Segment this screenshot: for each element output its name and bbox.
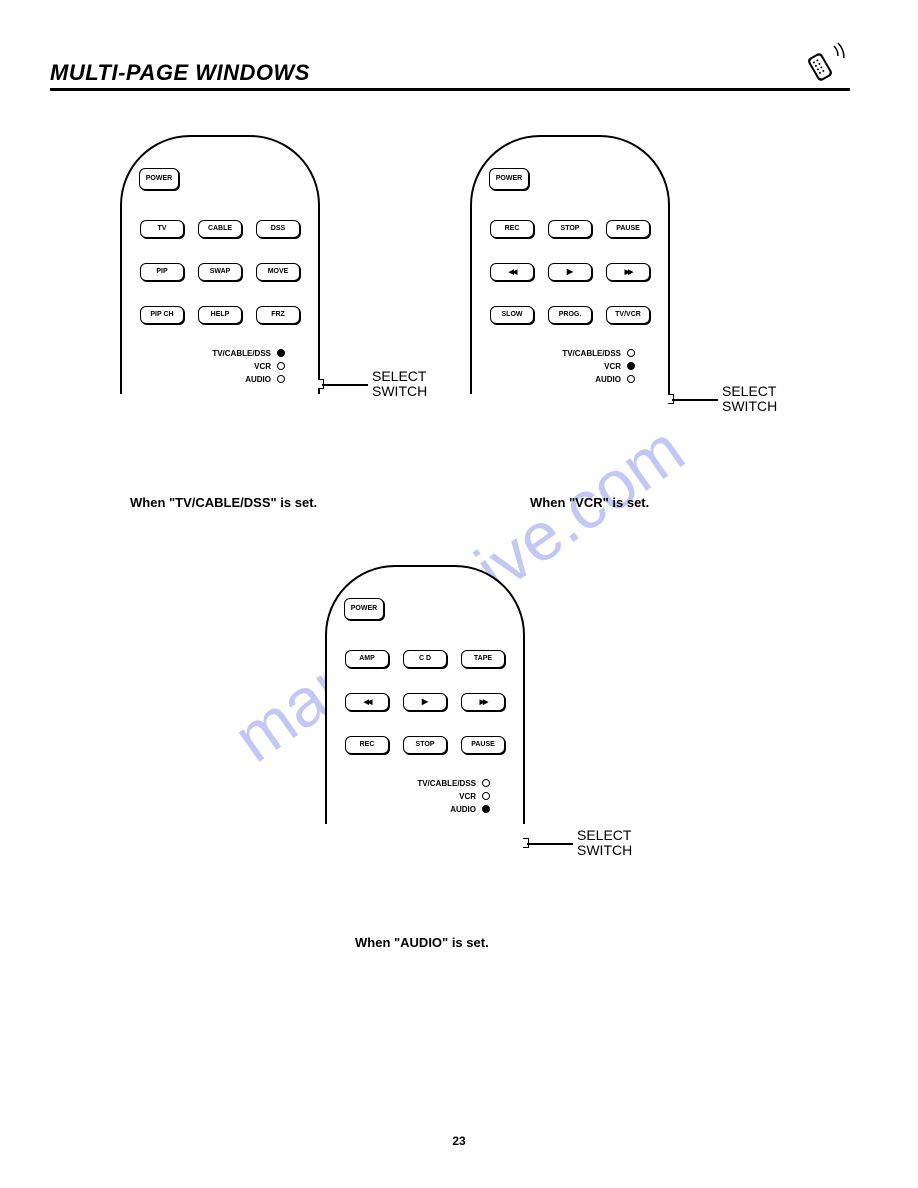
rec-button[interactable]: REC — [345, 736, 389, 754]
button-row — [487, 263, 653, 281]
indicator-row: VCR — [342, 792, 508, 801]
indicator-row: AUDIO — [342, 805, 508, 814]
tv-vcr-button[interactable]: TV/VCR — [606, 306, 650, 324]
button-row: SLOW PROG. TV/VCR — [487, 306, 653, 324]
rw-icon — [509, 268, 516, 276]
rw-button[interactable] — [490, 263, 534, 281]
button-row: REC STOP PAUSE — [342, 736, 508, 754]
switch-callout-line — [322, 384, 368, 386]
slow-button[interactable]: SLOW — [490, 306, 534, 324]
pause-button[interactable]: PAUSE — [461, 736, 505, 754]
indicator-row: TV/CABLE/DSS — [342, 779, 508, 788]
indicator-label: AUDIO — [450, 805, 476, 814]
stop-button[interactable]: STOP — [548, 220, 592, 238]
prog--button[interactable]: PROG. — [548, 306, 592, 324]
ff-icon — [625, 268, 632, 276]
play-icon — [422, 697, 428, 706]
indicator-row: AUDIO — [487, 375, 653, 384]
indicator-row: AUDIO — [137, 375, 303, 384]
dss-button[interactable]: DSS — [256, 220, 300, 238]
indicator-dot — [277, 349, 285, 357]
play-button[interactable] — [403, 693, 447, 711]
indicator-label: TV/CABLE/DSS — [417, 779, 476, 788]
indicator-label: TV/CABLE/DSS — [212, 349, 271, 358]
play-button[interactable] — [548, 263, 592, 281]
page-number: 23 — [452, 1134, 465, 1148]
button-row — [342, 693, 508, 711]
indicator-dot — [627, 349, 635, 357]
move-button[interactable]: MOVE — [256, 263, 300, 281]
indicator-dot — [482, 805, 490, 813]
indicator-dot — [482, 792, 490, 800]
select-switch-label: SELECT SWITCH — [577, 828, 632, 859]
indicator-label: AUDIO — [245, 375, 271, 384]
indicator-dot — [627, 362, 635, 370]
c-d-button[interactable]: C D — [403, 650, 447, 668]
button-row: PIP SWAP MOVE — [137, 263, 303, 281]
pip-ch-button[interactable]: PIP CH — [140, 306, 184, 324]
indicator-dot — [277, 375, 285, 383]
power-button[interactable]: POWER — [344, 598, 384, 620]
indicator-label: TV/CABLE/DSS — [562, 349, 621, 358]
tape-button[interactable]: TAPE — [461, 650, 505, 668]
tv-button[interactable]: TV — [140, 220, 184, 238]
ff-icon — [480, 698, 487, 706]
remote-caption: When "TV/CABLE/DSS" is set. — [130, 495, 317, 510]
rw-button[interactable] — [345, 693, 389, 711]
cable-button[interactable]: CABLE — [198, 220, 242, 238]
select-switch-label: SELECT SWITCH — [722, 384, 777, 415]
indicator-row: VCR — [137, 362, 303, 371]
indicator-row: VCR — [487, 362, 653, 371]
button-row: TV CABLE DSS — [137, 220, 303, 238]
ff-button[interactable] — [461, 693, 505, 711]
indicator-label: AUDIO — [595, 375, 621, 384]
indicator-label: VCR — [459, 792, 476, 801]
swap-button[interactable]: SWAP — [198, 263, 242, 281]
button-row: PIP CH HELP FRZ — [137, 306, 303, 324]
indicator-label: VCR — [604, 362, 621, 371]
help-button[interactable]: HELP — [198, 306, 242, 324]
switch-callout-line — [527, 843, 573, 845]
select-switch-label: SELECT SWITCH — [372, 369, 427, 400]
amp-button[interactable]: AMP — [345, 650, 389, 668]
rw-icon — [364, 698, 371, 706]
remote-caption: When "VCR" is set. — [530, 495, 649, 510]
remote-tv: POWER TV CABLE DSS PIP SWAP MOVE PIP CH HELP FRZ T… — [120, 135, 320, 394]
indicator-dot — [277, 362, 285, 370]
power-button[interactable]: POWER — [139, 168, 179, 190]
indicator-row: TV/CABLE/DSS — [487, 349, 653, 358]
heading-underline — [50, 88, 850, 91]
remote-caption: When "AUDIO" is set. — [355, 935, 489, 950]
remote-audio: POWER AMP C D TAPE REC STOP PAUSE TV/CABLE/DSS V… — [325, 565, 525, 824]
power-button[interactable]: POWER — [489, 168, 529, 190]
pause-button[interactable]: PAUSE — [606, 220, 650, 238]
play-icon — [567, 267, 573, 276]
indicator-dot — [482, 779, 490, 787]
indicator-row: TV/CABLE/DSS — [137, 349, 303, 358]
pip-button[interactable]: PIP — [140, 263, 184, 281]
remote-control-icon — [804, 40, 848, 84]
indicator-dot — [627, 375, 635, 383]
page-heading: MULTI-PAGE WINDOWS — [50, 60, 310, 86]
switch-callout-line — [672, 399, 718, 401]
stop-button[interactable]: STOP — [403, 736, 447, 754]
button-row: REC STOP PAUSE — [487, 220, 653, 238]
button-row: AMP C D TAPE — [342, 650, 508, 668]
ff-button[interactable] — [606, 263, 650, 281]
frz-button[interactable]: FRZ — [256, 306, 300, 324]
remote-vcr: POWER REC STOP PAUSE SLOW PROG. TV/VCR TV/CABLE… — [470, 135, 670, 394]
indicator-label: VCR — [254, 362, 271, 371]
rec-button[interactable]: REC — [490, 220, 534, 238]
